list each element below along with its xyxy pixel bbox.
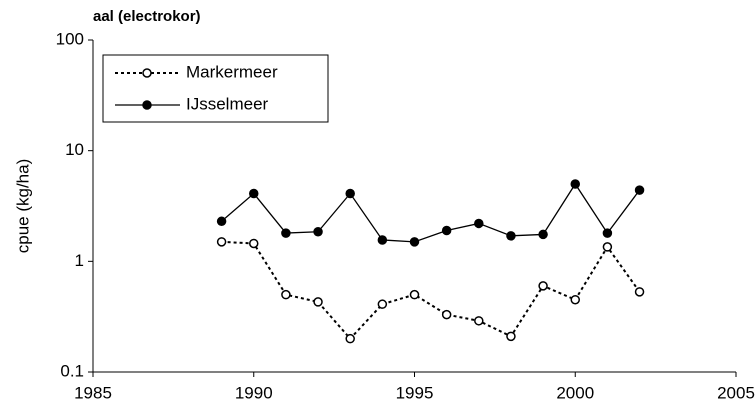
data-point — [474, 316, 484, 326]
data-point — [634, 287, 645, 297]
data-point — [441, 225, 452, 236]
data-point — [570, 294, 580, 305]
x-tick-label: 2000 — [556, 383, 594, 402]
data-point — [281, 228, 291, 238]
data-point — [538, 229, 548, 240]
data-point — [602, 228, 613, 238]
legend-label: Markermeer — [186, 62, 278, 81]
legend-box — [102, 54, 329, 123]
data-point — [474, 218, 484, 229]
data-point — [249, 238, 259, 249]
data-point — [377, 299, 388, 309]
data-point — [441, 309, 452, 320]
data-point — [216, 216, 227, 227]
y-tick-label: 0.1 — [60, 361, 84, 380]
data-point — [409, 289, 420, 300]
data-point — [281, 289, 291, 300]
series-line — [221, 182, 641, 243]
data-point — [313, 297, 323, 307]
chart-title: aal (electrokor) — [93, 8, 201, 25]
data-point — [345, 333, 355, 344]
legend-label: IJsselmeer — [186, 94, 269, 113]
data-point — [602, 242, 613, 252]
data-point — [538, 281, 548, 291]
data-point — [216, 237, 227, 247]
y-tick-label: 10 — [65, 140, 84, 159]
x-tick-label: 1990 — [235, 383, 273, 402]
legend-marker — [142, 68, 152, 78]
x-tick-label: 2005 — [717, 383, 755, 402]
legend-marker — [142, 100, 152, 110]
data-point — [634, 185, 645, 195]
data-point — [409, 237, 420, 247]
data-point — [345, 188, 355, 199]
data-point — [506, 231, 516, 241]
data-point — [377, 235, 388, 245]
y-tick-label: 100 — [56, 29, 84, 48]
series-line — [221, 240, 641, 341]
data-point — [506, 331, 516, 342]
x-tick-label: 1985 — [74, 383, 112, 402]
data-point — [313, 227, 323, 237]
y-tick-label: 1 — [75, 251, 84, 270]
data-point — [570, 179, 580, 189]
x-tick-label: 1995 — [396, 383, 434, 402]
data-point — [249, 188, 259, 199]
y-axis-label: cpue (kg/ha) — [13, 159, 32, 254]
